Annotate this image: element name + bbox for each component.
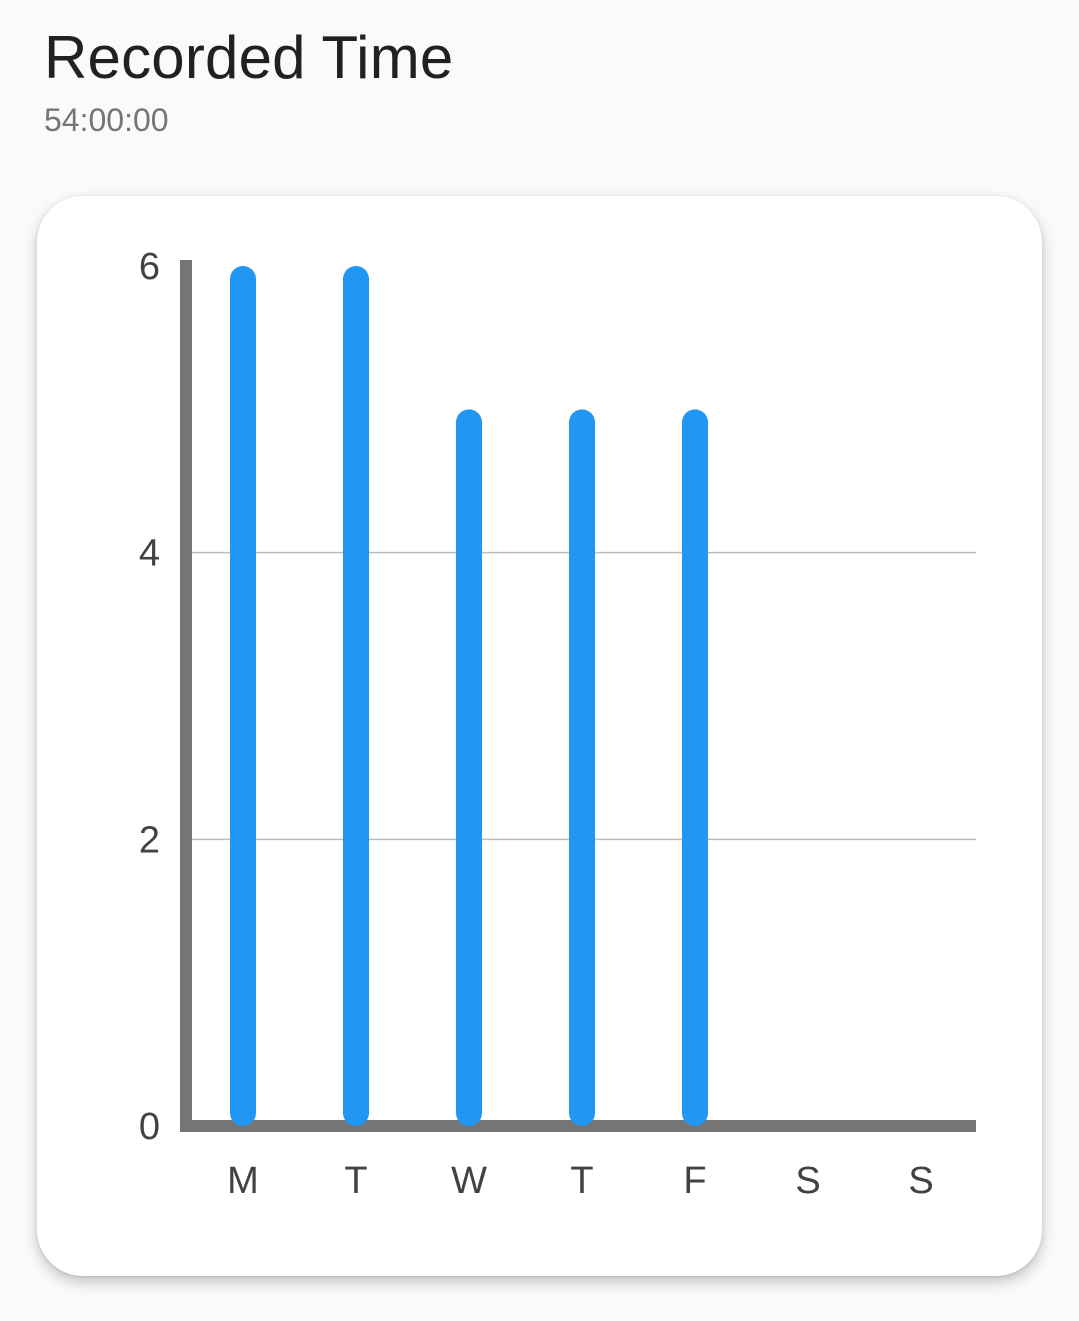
y-tick-label: 2 bbox=[139, 819, 160, 861]
chart-card bbox=[37, 196, 1042, 1276]
bar bbox=[230, 266, 256, 1126]
x-tick-label: S bbox=[795, 1160, 820, 1202]
y-tick-label: 6 bbox=[139, 246, 160, 288]
x-tick-label: F bbox=[683, 1160, 706, 1202]
x-tick-label: T bbox=[570, 1160, 593, 1202]
x-tick-label: W bbox=[451, 1160, 487, 1202]
x-tick-label: M bbox=[227, 1160, 259, 1202]
x-tick-label: S bbox=[908, 1160, 933, 1202]
bar bbox=[456, 409, 482, 1126]
header: Recorded Time 54:00:00 bbox=[44, 22, 453, 140]
y-tick-label: 0 bbox=[139, 1106, 160, 1148]
x-tick-label: T bbox=[344, 1160, 367, 1202]
y-tick-label: 4 bbox=[139, 533, 160, 575]
x-axis bbox=[180, 1120, 976, 1132]
bar bbox=[682, 409, 708, 1126]
y-axis bbox=[180, 260, 192, 1126]
bar bbox=[343, 266, 369, 1126]
page-title: Recorded Time bbox=[44, 24, 454, 91]
total-recorded-time: 54:00:00 bbox=[44, 102, 169, 138]
bar bbox=[569, 409, 595, 1126]
